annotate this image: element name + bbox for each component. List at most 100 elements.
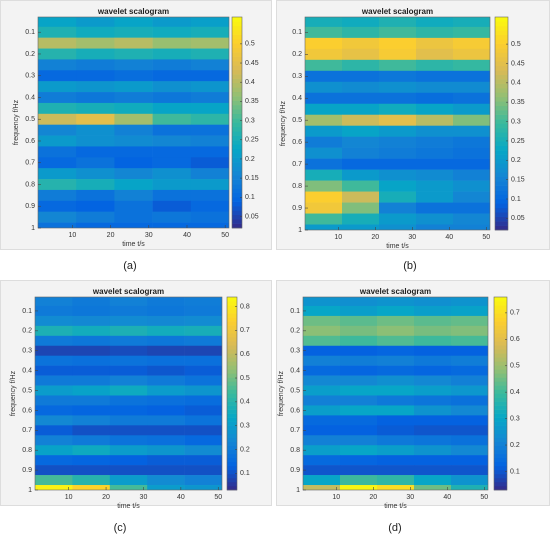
cell — [76, 70, 115, 82]
cell — [379, 59, 417, 72]
colorbar-swatch — [232, 153, 242, 158]
cell — [35, 335, 73, 347]
colorbar-swatch — [495, 48, 508, 53]
colorbar-swatch — [494, 317, 507, 322]
cell — [342, 48, 380, 61]
cell — [114, 48, 153, 60]
cell — [416, 213, 454, 225]
cell — [416, 191, 454, 203]
cell — [377, 425, 415, 436]
cell — [152, 146, 192, 158]
colorbar-swatch — [232, 179, 242, 185]
x-tick-label: 50 — [482, 234, 490, 241]
colorbar-swatch — [232, 47, 242, 53]
colorbar-swatch — [495, 154, 508, 160]
cell — [147, 325, 185, 337]
x-tick-label: 20 — [102, 494, 110, 501]
y-tick-label: 0.5 — [292, 117, 302, 124]
cell — [303, 455, 341, 466]
cell — [190, 157, 229, 169]
cell — [303, 335, 341, 347]
colorbar-border — [493, 296, 508, 491]
colorbar-tick-label: 0.3 — [511, 118, 521, 125]
colorbar-swatch — [494, 449, 507, 455]
cell — [416, 114, 454, 126]
cell — [377, 355, 415, 366]
x-tick-label: 10 — [334, 234, 342, 241]
colorbar-swatch — [495, 30, 508, 36]
y-tick-label: 0.1 — [25, 29, 35, 36]
y-tick-label: 0.2 — [290, 328, 300, 335]
cell — [379, 125, 417, 137]
cell — [38, 146, 77, 158]
x-tick-label: 10 — [332, 494, 340, 501]
colorbar-swatch — [232, 140, 242, 145]
cell — [184, 315, 222, 327]
colorbar-swatch — [495, 216, 508, 222]
colorbar-swatch — [232, 69, 242, 75]
colorbar-swatch — [495, 21, 508, 27]
cell — [35, 385, 73, 396]
plot-border — [37, 16, 230, 229]
colorbar-swatch — [232, 219, 242, 224]
cell — [114, 146, 153, 158]
y-tick-label: 0.5 — [290, 387, 300, 394]
colorbar-swatch — [227, 313, 237, 318]
colorbar-swatch — [494, 301, 507, 306]
x-tick-label: 40 — [443, 494, 451, 501]
cell — [38, 124, 77, 136]
colorbar-tick-label: 0.45 — [511, 60, 525, 67]
cell — [377, 475, 415, 486]
cell — [72, 305, 111, 317]
caption: (c) — [114, 522, 127, 534]
chart-title: wavelet scalogram — [97, 7, 169, 16]
cell — [379, 17, 417, 28]
cell — [76, 200, 115, 212]
cell — [414, 445, 452, 456]
cell — [152, 37, 192, 49]
cell — [377, 465, 415, 476]
colorbar-swatch — [494, 401, 507, 406]
cell — [303, 475, 341, 486]
colorbar-swatch — [494, 345, 507, 350]
cell — [414, 425, 452, 436]
cell — [303, 375, 341, 386]
cell — [76, 102, 115, 115]
cell — [190, 135, 229, 147]
colorbar-swatch — [227, 385, 237, 390]
colorbar-swatch — [495, 74, 508, 80]
cell — [451, 395, 488, 406]
cell — [152, 211, 192, 223]
colorbar-swatch — [495, 136, 508, 142]
y-tick-label: 0.7 — [290, 427, 300, 434]
cell — [35, 355, 73, 366]
cell — [379, 26, 417, 39]
colorbar-swatch — [232, 188, 242, 194]
colorbar-border — [494, 16, 509, 231]
cell — [414, 315, 452, 327]
cell — [453, 191, 490, 203]
colorbar-swatch — [494, 357, 507, 362]
colorbar-swatch — [232, 113, 242, 119]
colorbar-swatch — [494, 453, 507, 459]
cell — [184, 385, 222, 396]
cell — [305, 59, 343, 72]
colorbar-tick-label: 0.1 — [240, 470, 250, 477]
colorbar-tick-label: 0.8 — [240, 303, 250, 310]
cell — [114, 113, 153, 125]
cell — [451, 305, 488, 317]
cell — [305, 202, 343, 214]
cell — [184, 455, 222, 466]
cell — [414, 375, 452, 386]
cell — [38, 168, 77, 180]
cell — [340, 435, 378, 446]
cell — [152, 200, 192, 212]
cell — [379, 147, 417, 159]
cell — [416, 81, 454, 94]
y-tick-label: 0.6 — [290, 407, 300, 414]
cell — [305, 70, 343, 83]
colorbar-swatch — [227, 469, 237, 475]
y-tick-label: 0.5 — [22, 387, 32, 394]
colorbar-tick-label: 0.35 — [245, 98, 259, 105]
colorbar-swatch — [232, 223, 242, 229]
